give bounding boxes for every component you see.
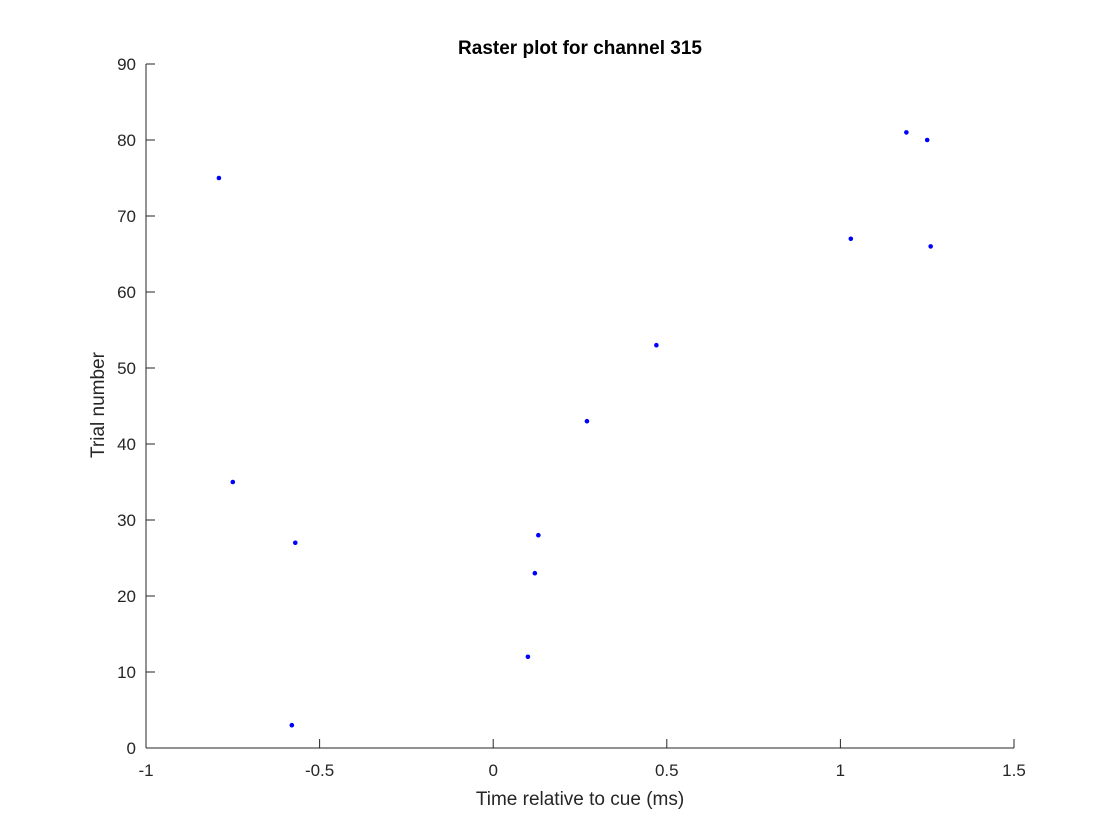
x-tick-label: 0.5 [655, 761, 679, 780]
x-tick-label: 0 [488, 761, 497, 780]
chart-title: Raster plot for channel 315 [458, 38, 702, 59]
y-tick-label: 40 [117, 435, 136, 454]
spike-point [924, 137, 930, 143]
y-tick-label: 60 [117, 283, 136, 302]
x-tick-label: 1 [836, 761, 845, 780]
spike-point [654, 342, 659, 348]
x-axis-label: Time relative to cue (ms) [476, 789, 684, 810]
spike-point [532, 570, 538, 576]
y-tick-label: 50 [117, 359, 136, 378]
spike-points [216, 130, 933, 728]
spike-point [904, 130, 909, 135]
spike-point [216, 175, 222, 181]
plot-axes [145, 64, 1014, 749]
spike-point [230, 479, 236, 485]
spike-point [928, 244, 933, 249]
spike-point [525, 654, 531, 660]
y-axis-label: Trial number [88, 351, 109, 458]
y-tick-label: 10 [117, 663, 136, 682]
spike-point [292, 540, 298, 546]
y-tick-label: 70 [117, 207, 136, 226]
y-axis-ticks: 0 10 20 30 40 50 60 70 80 90 [117, 55, 155, 758]
y-tick-label: 20 [117, 587, 136, 606]
spike-point [289, 722, 295, 728]
y-tick-label: 30 [117, 511, 136, 530]
y-tick-label: 90 [117, 55, 136, 74]
x-axis-ticks: -1 -0.5 0 0.5 1 1.5 [138, 739, 1026, 780]
x-tick-label: -1 [138, 761, 153, 780]
spike-point [848, 236, 854, 242]
x-tick-label: -0.5 [305, 761, 334, 780]
spike-point [536, 532, 541, 538]
spike-point [584, 418, 590, 424]
x-tick-label: 1.5 [1002, 761, 1026, 780]
y-tick-label: 0 [127, 739, 136, 758]
y-tick-label: 80 [117, 131, 136, 150]
